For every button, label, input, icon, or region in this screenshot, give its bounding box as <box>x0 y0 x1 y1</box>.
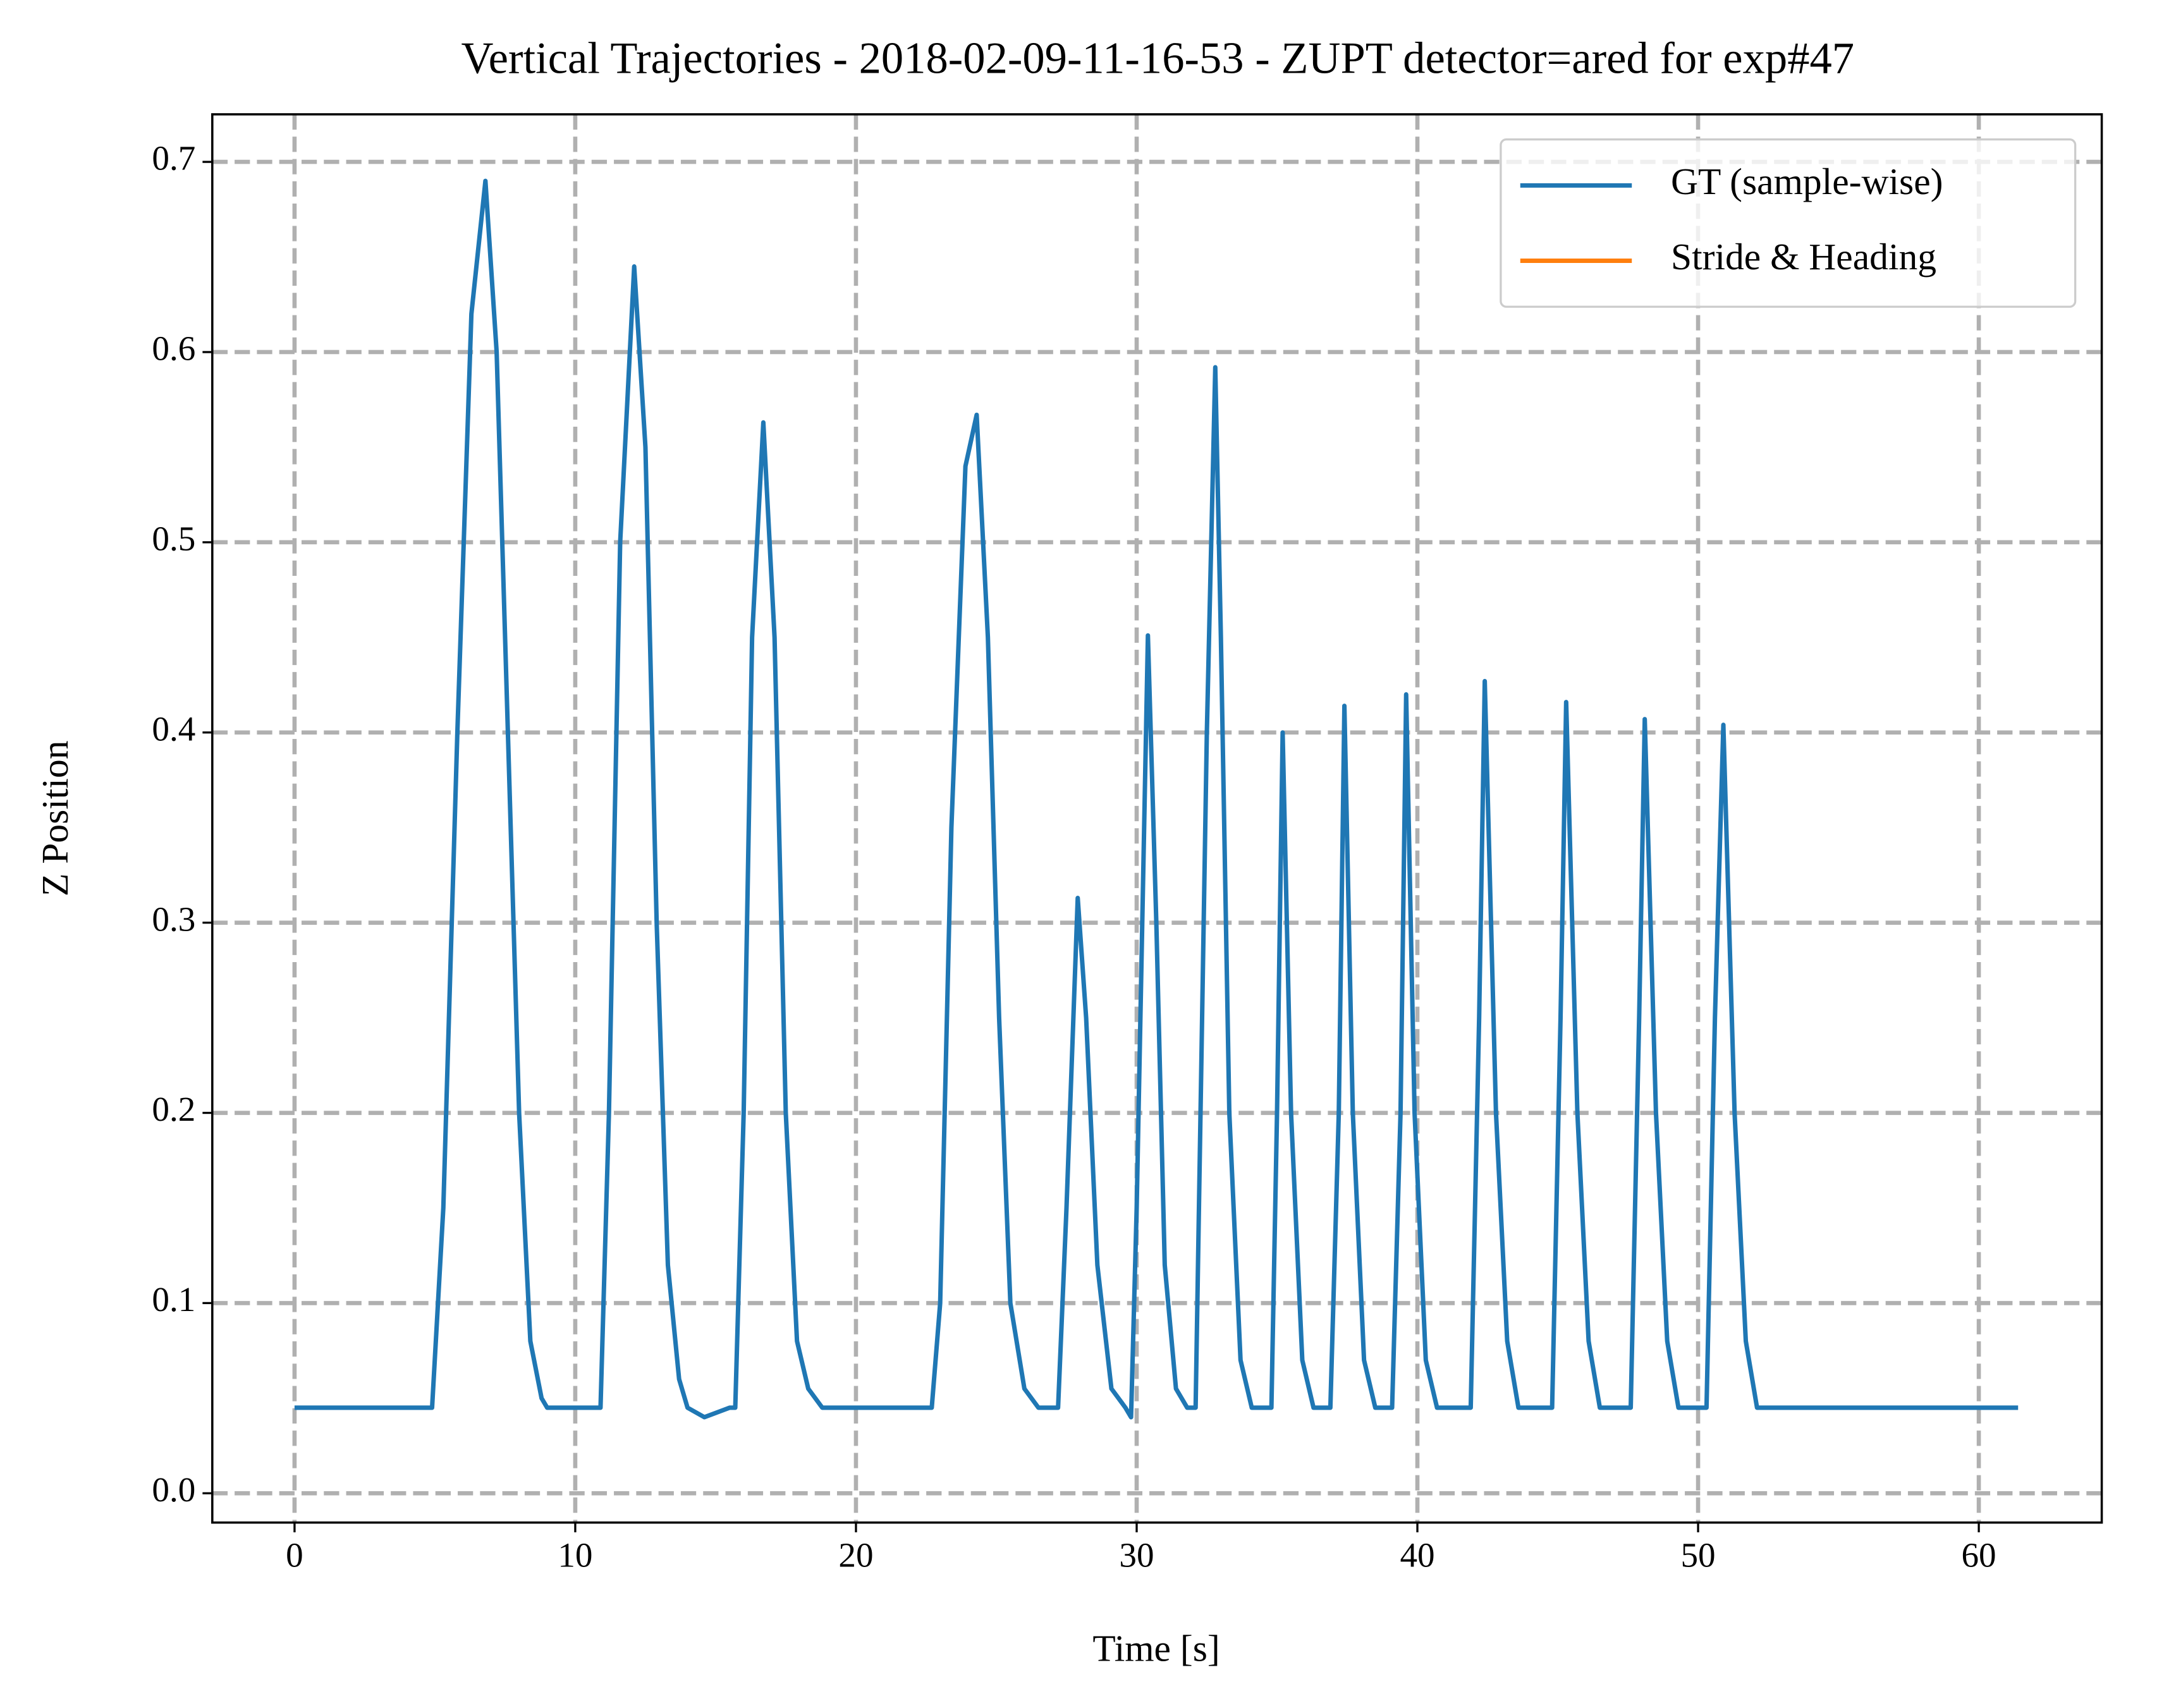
y-tick-label: 0.2 <box>152 1090 195 1128</box>
x-tick-label: 30 <box>1119 1536 1154 1575</box>
y-tick-label: 0.6 <box>152 329 195 368</box>
y-tick-label: 0.3 <box>152 900 195 938</box>
y-tick-label: 0.4 <box>152 709 195 748</box>
x-tick-label: 40 <box>1400 1536 1434 1575</box>
legend-box <box>1500 138 2077 308</box>
y-tick-label: 0.1 <box>152 1280 195 1319</box>
data-line <box>294 178 2019 1420</box>
x-tick-label: 0 <box>286 1536 303 1575</box>
x-tick-label: 20 <box>838 1536 873 1575</box>
y-tick-label: 0.7 <box>152 139 195 178</box>
y-axis-label: Z Position <box>34 740 76 896</box>
y-tick-label: 0.5 <box>152 520 195 558</box>
x-axis-label: Time [s] <box>1092 1627 1219 1669</box>
axes-frame <box>211 113 2103 1524</box>
legend-label: GT (sample-wise) <box>1671 161 1943 202</box>
chart-title: Vertical Trajectories - 2018-02-09-11-16… <box>461 34 1854 83</box>
x-tick-label: 10 <box>558 1536 592 1575</box>
x-tick-label: 60 <box>1962 1536 1996 1575</box>
legend-label: Stride & Heading <box>1671 236 1936 278</box>
x-tick-label: 50 <box>1680 1536 1715 1575</box>
y-tick-label: 0.0 <box>152 1470 195 1509</box>
